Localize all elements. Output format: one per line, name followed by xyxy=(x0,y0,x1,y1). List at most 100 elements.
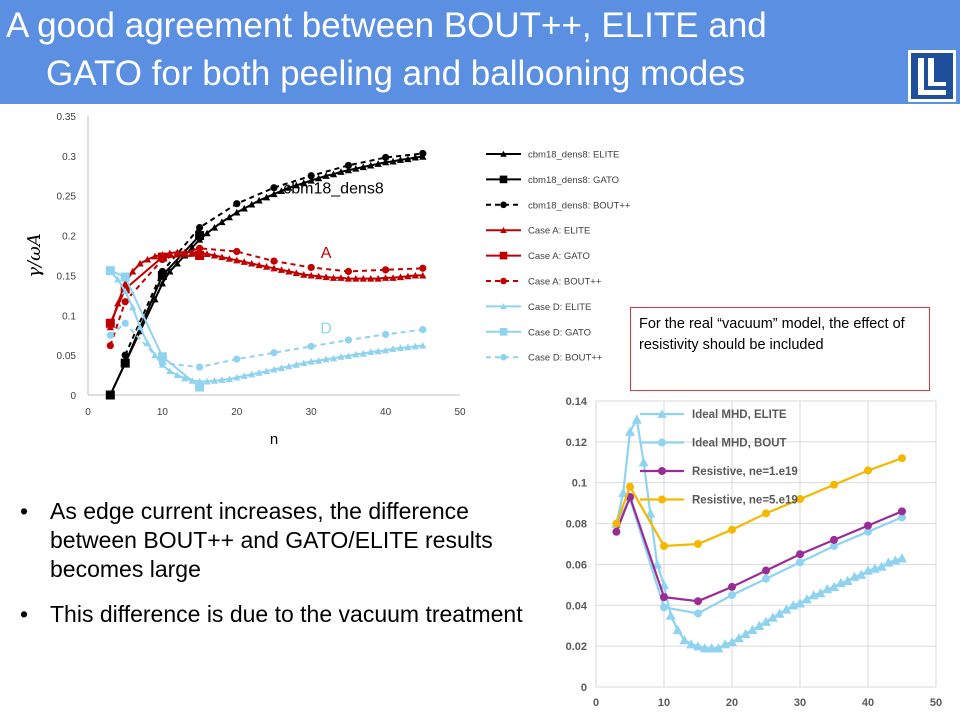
data-point xyxy=(270,264,278,272)
y-tick-label: 0.15 xyxy=(57,271,77,282)
y-tick-label: 0 xyxy=(581,682,587,694)
x-tick-label: 40 xyxy=(862,697,874,709)
chart1-axes: 0 0.05 0.1 0.15 0.2 0.25 0.3 0.35 0 10 20 30 40 50 n γ/… xyxy=(24,112,466,448)
data-point xyxy=(173,371,181,379)
x-tick-label: 10 xyxy=(658,697,670,709)
data-point xyxy=(728,525,736,534)
x-axis-label: n xyxy=(270,431,278,448)
y-tick-label: 0.25 xyxy=(57,192,77,203)
legend-marker xyxy=(500,353,507,361)
data-point xyxy=(382,346,390,354)
data-point xyxy=(233,373,241,381)
data-point xyxy=(106,341,114,350)
legend-label: Case A: GATO xyxy=(528,251,590,262)
y-tick-label: 0 xyxy=(70,391,76,402)
data-point xyxy=(143,255,152,263)
legend-marker xyxy=(499,175,508,184)
title-bar: A good agreement between BOUT++, ELITE a… xyxy=(0,0,960,104)
data-point xyxy=(801,594,812,604)
data-point xyxy=(292,181,300,189)
data-point xyxy=(322,172,330,179)
chart2-axes: 0 0.02 0.04 0.06 0.08 0.1 0.12 0.14 0 10 20 30 40 50 xyxy=(566,396,943,709)
data-point xyxy=(374,160,382,167)
bullet-dot: • xyxy=(20,498,29,524)
data-point xyxy=(781,604,792,614)
data-point xyxy=(255,369,263,376)
data-point xyxy=(218,218,226,226)
legend-label: Ideal MHD, BOUT xyxy=(692,438,787,450)
data-point xyxy=(188,248,196,256)
data-point xyxy=(767,612,778,622)
legend-marker xyxy=(500,277,507,285)
x-tick-label: 20 xyxy=(231,407,243,418)
series-annotation: D xyxy=(320,321,332,338)
data-point xyxy=(344,166,352,174)
data-point xyxy=(196,363,204,371)
data-point xyxy=(248,370,256,378)
data-point xyxy=(120,272,130,282)
llnl-logo xyxy=(908,50,956,102)
data-point xyxy=(419,341,427,349)
y-tick-label: 0.06 xyxy=(566,559,587,571)
data-point xyxy=(307,357,315,365)
data-point xyxy=(344,275,352,282)
data-point xyxy=(389,157,397,165)
data-point xyxy=(322,273,330,281)
data-point xyxy=(203,377,211,385)
series-line xyxy=(109,254,200,324)
data-point xyxy=(638,457,649,467)
bullet-item: • As edge current increases, the differen… xyxy=(20,497,540,584)
data-point xyxy=(307,271,315,279)
chart1-legend: cbm18_dens8: ELITE cbm18_dens8: GATO cbm18… xyxy=(486,150,631,364)
data-point xyxy=(255,196,263,204)
data-point xyxy=(315,272,323,280)
data-point xyxy=(344,352,352,359)
data-point xyxy=(277,364,286,371)
data-point xyxy=(105,318,115,328)
data-point xyxy=(121,351,129,359)
data-point xyxy=(300,359,308,367)
data-point xyxy=(105,266,115,276)
data-point xyxy=(842,575,853,586)
data-point xyxy=(740,628,751,639)
data-point xyxy=(631,414,642,424)
data-point xyxy=(796,558,804,567)
growth-rate-chart: 0 0.05 0.1 0.15 0.2 0.25 0.3 0.35 0 10 20 30 40 50 n γ/… xyxy=(24,112,631,448)
legend-label: Resistive, ne=5.e19 xyxy=(692,495,798,507)
data-point xyxy=(815,588,826,598)
legend-label: Case D: BOUT++ xyxy=(528,353,603,364)
data-point xyxy=(285,184,293,191)
data-point xyxy=(747,624,758,635)
data-point xyxy=(856,569,867,579)
data-point xyxy=(694,540,702,548)
data-point xyxy=(389,274,397,281)
y-tick-label: 0.12 xyxy=(566,437,587,449)
title-line-1: A good agreement between BOUT++, ELITE a… xyxy=(6,6,767,45)
data-point xyxy=(114,275,122,283)
data-point xyxy=(728,591,736,600)
data-point xyxy=(240,372,248,379)
x-tick-label: 50 xyxy=(454,407,466,418)
data-point xyxy=(762,509,770,518)
data-point xyxy=(625,426,635,436)
data-point xyxy=(233,247,241,256)
legend-marker xyxy=(500,303,507,310)
data-point xyxy=(864,527,872,536)
data-point xyxy=(367,275,375,282)
data-point xyxy=(419,271,427,279)
data-point xyxy=(660,593,668,602)
data-point xyxy=(158,255,166,264)
y-tick-label: 0.35 xyxy=(57,112,77,123)
data-point xyxy=(382,158,390,166)
data-point xyxy=(761,616,771,626)
x-tick-label: 30 xyxy=(306,407,318,418)
legend-marker xyxy=(500,201,507,209)
data-point xyxy=(898,513,906,522)
x-tick-label: 40 xyxy=(380,407,392,418)
data-point xyxy=(158,359,166,367)
title-line-2: GATO for both peeling and ballooning mod… xyxy=(46,54,746,93)
data-point xyxy=(612,527,621,536)
data-point xyxy=(225,255,233,262)
data-point xyxy=(864,521,872,530)
data-point xyxy=(337,168,345,175)
